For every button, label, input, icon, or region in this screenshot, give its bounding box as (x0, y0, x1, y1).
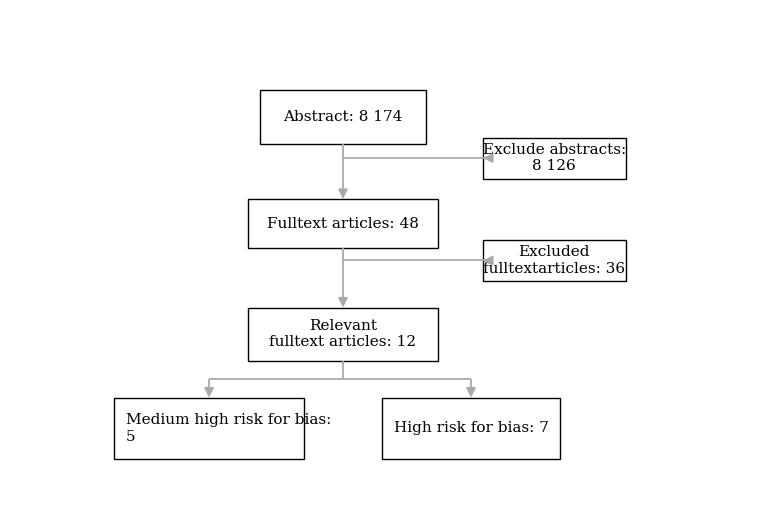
Bar (248, 199, 439, 248)
Text: Medium high risk for bias:
5: Medium high risk for bias: 5 (126, 413, 331, 444)
Text: Exclude abstracts:
8 126: Exclude abstracts: 8 126 (482, 143, 626, 173)
Text: High risk for bias: 7: High risk for bias: 7 (393, 421, 548, 435)
Bar (260, 90, 426, 144)
Bar (483, 138, 626, 179)
Text: Abstract: 8 174: Abstract: 8 174 (283, 110, 402, 124)
Text: Relevant
fulltext articles: 12: Relevant fulltext articles: 12 (270, 319, 416, 350)
Text: Fulltext articles: 48: Fulltext articles: 48 (267, 217, 419, 230)
Bar (114, 398, 304, 459)
Text: Excluded
fulltextarticles: 36: Excluded fulltextarticles: 36 (483, 245, 625, 276)
Bar (483, 240, 626, 281)
Bar (382, 398, 561, 459)
Bar (248, 307, 439, 361)
